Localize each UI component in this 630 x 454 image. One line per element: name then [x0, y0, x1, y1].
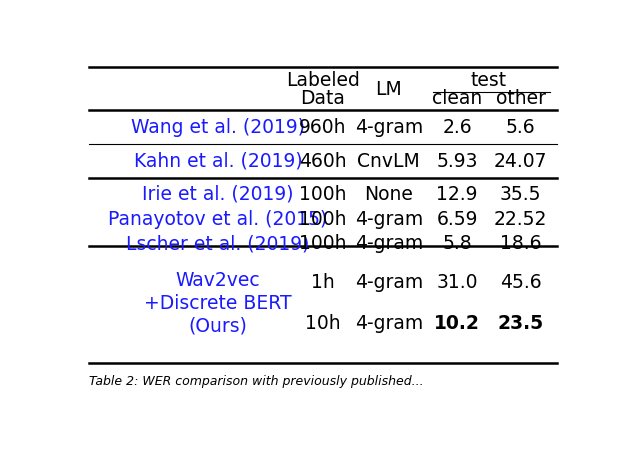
Text: Irie et al. (2019): Irie et al. (2019): [142, 185, 294, 204]
Text: CnvLM: CnvLM: [357, 152, 420, 171]
Text: Labeled: Labeled: [286, 71, 360, 90]
Text: Table 2: WER comparison with previously published...: Table 2: WER comparison with previously …: [88, 375, 423, 388]
Text: Wang et al. (2019): Wang et al. (2019): [131, 118, 305, 138]
Text: 10h: 10h: [305, 314, 341, 333]
Text: 12.9: 12.9: [437, 185, 478, 204]
Text: Data: Data: [301, 89, 345, 108]
Text: 100h: 100h: [299, 185, 347, 204]
Text: Lscher et al. (2019): Lscher et al. (2019): [126, 234, 309, 253]
Text: 5.6: 5.6: [506, 118, 536, 138]
Text: 4-gram: 4-gram: [355, 273, 423, 292]
Text: 5.93: 5.93: [437, 152, 478, 171]
Text: 22.52: 22.52: [494, 210, 547, 229]
Text: 10.2: 10.2: [434, 314, 480, 333]
Text: 4-gram: 4-gram: [355, 118, 423, 138]
Text: 24.07: 24.07: [494, 152, 547, 171]
Text: 31.0: 31.0: [437, 273, 478, 292]
Text: 1h: 1h: [311, 273, 335, 292]
Text: 35.5: 35.5: [500, 185, 541, 204]
Text: clean: clean: [432, 89, 483, 108]
Text: 5.8: 5.8: [442, 234, 472, 253]
Text: None: None: [364, 185, 413, 204]
Text: other: other: [496, 89, 546, 108]
Text: 45.6: 45.6: [500, 273, 541, 292]
Text: 460h: 460h: [299, 152, 347, 171]
Text: Kahn et al. (2019): Kahn et al. (2019): [134, 152, 302, 171]
Text: test: test: [471, 71, 507, 90]
Text: LM: LM: [375, 80, 402, 99]
Text: 100h: 100h: [299, 234, 347, 253]
Text: 960h: 960h: [299, 118, 347, 138]
Text: Panayotov et al. (2015): Panayotov et al. (2015): [108, 210, 328, 229]
Text: 2.6: 2.6: [442, 118, 472, 138]
Text: 18.6: 18.6: [500, 234, 541, 253]
Text: 23.5: 23.5: [498, 314, 544, 333]
Text: 6.59: 6.59: [437, 210, 478, 229]
Text: Wav2vec
+Discrete BERT
(Ours): Wav2vec +Discrete BERT (Ours): [144, 271, 292, 336]
Text: 4-gram: 4-gram: [355, 314, 423, 333]
Text: 4-gram: 4-gram: [355, 234, 423, 253]
Text: 4-gram: 4-gram: [355, 210, 423, 229]
Text: 100h: 100h: [299, 210, 347, 229]
